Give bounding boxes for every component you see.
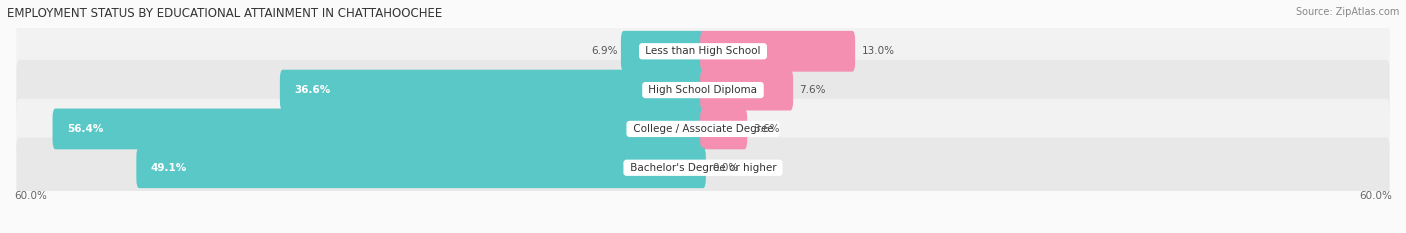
FancyBboxPatch shape xyxy=(17,99,1389,159)
Text: High School Diploma: High School Diploma xyxy=(645,85,761,95)
Text: 6.9%: 6.9% xyxy=(592,46,619,56)
Text: 49.1%: 49.1% xyxy=(150,163,187,173)
FancyBboxPatch shape xyxy=(700,70,793,110)
Text: 56.4%: 56.4% xyxy=(67,124,103,134)
Text: College / Associate Degree: College / Associate Degree xyxy=(630,124,776,134)
FancyBboxPatch shape xyxy=(17,21,1389,82)
FancyBboxPatch shape xyxy=(17,137,1389,198)
Text: 13.0%: 13.0% xyxy=(862,46,894,56)
Text: 60.0%: 60.0% xyxy=(1360,191,1392,201)
FancyBboxPatch shape xyxy=(700,109,747,149)
Text: 0.0%: 0.0% xyxy=(713,163,738,173)
FancyBboxPatch shape xyxy=(700,31,855,72)
Text: 3.6%: 3.6% xyxy=(754,124,780,134)
Text: Source: ZipAtlas.com: Source: ZipAtlas.com xyxy=(1295,7,1399,17)
FancyBboxPatch shape xyxy=(136,147,706,188)
FancyBboxPatch shape xyxy=(621,31,706,72)
FancyBboxPatch shape xyxy=(17,60,1389,120)
Text: EMPLOYMENT STATUS BY EDUCATIONAL ATTAINMENT IN CHATTAHOOCHEE: EMPLOYMENT STATUS BY EDUCATIONAL ATTAINM… xyxy=(7,7,443,20)
Text: 7.6%: 7.6% xyxy=(800,85,825,95)
Text: Bachelor's Degree or higher: Bachelor's Degree or higher xyxy=(627,163,779,173)
Text: 60.0%: 60.0% xyxy=(14,191,46,201)
FancyBboxPatch shape xyxy=(280,70,706,110)
FancyBboxPatch shape xyxy=(52,109,706,149)
Text: Less than High School: Less than High School xyxy=(643,46,763,56)
Text: 36.6%: 36.6% xyxy=(294,85,330,95)
